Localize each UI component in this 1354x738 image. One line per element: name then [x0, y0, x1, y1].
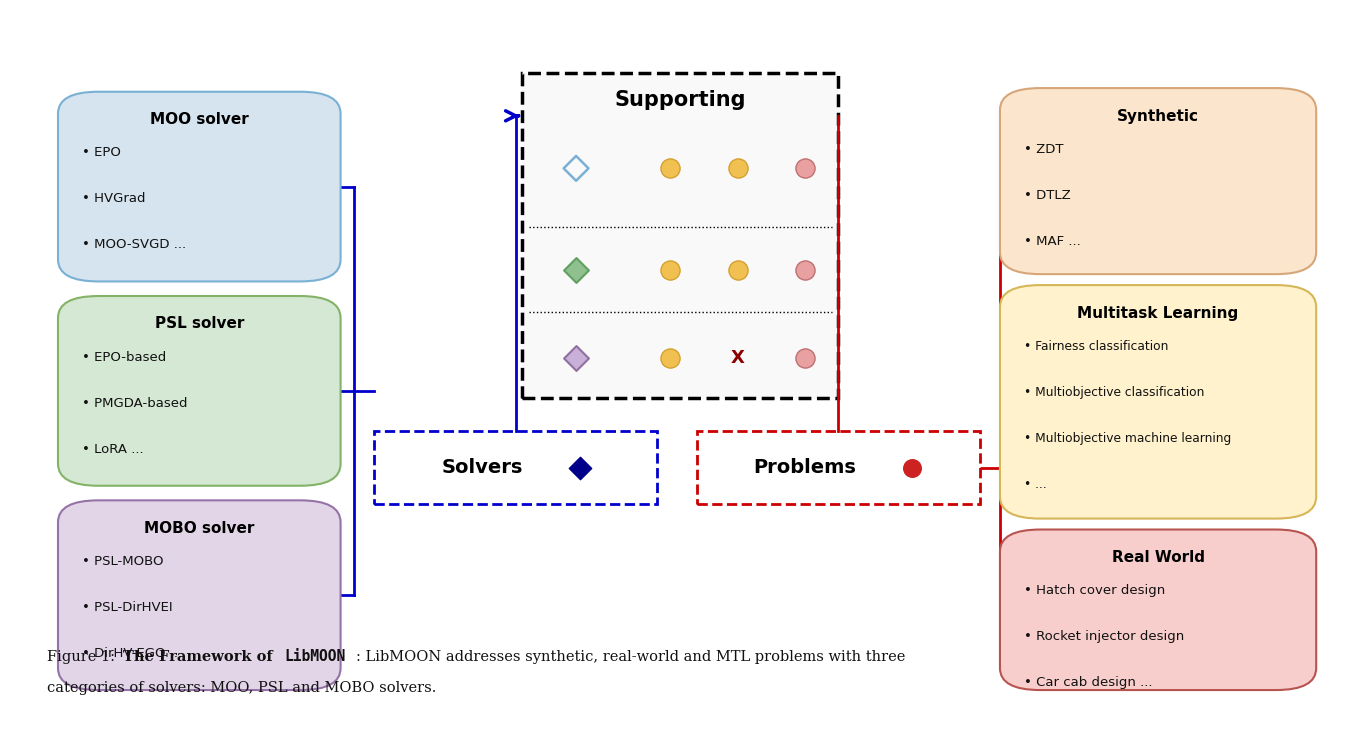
Text: • PMGDA-based: • PMGDA-based: [83, 397, 188, 410]
FancyBboxPatch shape: [1001, 88, 1316, 274]
Bar: [697, 431, 980, 504]
Text: Multitask Learning: Multitask Learning: [1078, 306, 1239, 320]
Text: LibMOON: LibMOON: [284, 649, 345, 663]
Text: Synthetic: Synthetic: [1117, 108, 1200, 123]
Text: • ZDT: • ZDT: [1024, 143, 1064, 156]
Point: [793, 162, 815, 174]
Point: [659, 162, 681, 174]
Text: • LoRA ...: • LoRA ...: [83, 443, 144, 455]
Point: [569, 461, 590, 473]
Point: [727, 162, 749, 174]
Text: The Framework of: The Framework of: [123, 649, 278, 663]
Text: Solvers: Solvers: [441, 458, 523, 477]
Text: • HVGrad: • HVGrad: [83, 193, 146, 205]
Point: [565, 162, 586, 174]
Text: MOBO solver: MOBO solver: [144, 521, 255, 536]
Text: • Fairness classification: • Fairness classification: [1024, 339, 1169, 353]
Text: • DirHV-EGO ...: • DirHV-EGO ...: [83, 647, 183, 660]
Text: MOO solver: MOO solver: [150, 112, 249, 127]
Text: • Hatch cover design: • Hatch cover design: [1024, 584, 1166, 597]
FancyBboxPatch shape: [1001, 530, 1316, 690]
Text: X: X: [731, 349, 745, 367]
Text: Real World: Real World: [1112, 550, 1205, 565]
Bar: [523, 74, 838, 399]
Text: Figure 1:: Figure 1:: [47, 649, 125, 663]
Text: • Multiobjective machine learning: • Multiobjective machine learning: [1024, 432, 1231, 445]
Point: [659, 265, 681, 277]
Bar: [374, 431, 657, 504]
FancyBboxPatch shape: [1001, 285, 1316, 519]
Text: Problems: Problems: [753, 458, 856, 477]
Point: [565, 265, 586, 277]
Text: • Multiobjective classification: • Multiobjective classification: [1024, 386, 1205, 399]
Text: • MOO-SVGD ...: • MOO-SVGD ...: [83, 238, 187, 252]
Text: • EPO: • EPO: [83, 146, 121, 159]
Text: • Car cab design ...: • Car cab design ...: [1024, 676, 1152, 689]
Text: • MAF ...: • MAF ...: [1024, 235, 1080, 248]
Point: [793, 352, 815, 364]
Point: [727, 265, 749, 277]
Point: [793, 265, 815, 277]
FancyBboxPatch shape: [58, 296, 341, 486]
Text: • DTLZ: • DTLZ: [1024, 189, 1071, 201]
Point: [565, 352, 586, 364]
FancyBboxPatch shape: [58, 500, 341, 690]
Point: [902, 461, 923, 473]
Point: [659, 352, 681, 364]
Text: • PSL-DirHVEI: • PSL-DirHVEI: [83, 601, 173, 614]
Text: • ...: • ...: [1024, 477, 1047, 491]
Text: Supporting: Supporting: [615, 89, 746, 109]
Text: : LibMOON addresses synthetic, real-world and MTL problems with three: : LibMOON addresses synthetic, real-worl…: [356, 649, 906, 663]
Text: categories of solvers: MOO, PSL and MOBO solvers.: categories of solvers: MOO, PSL and MOBO…: [47, 681, 437, 695]
Text: • EPO-based: • EPO-based: [83, 351, 167, 364]
Text: • Rocket injector design: • Rocket injector design: [1024, 630, 1185, 644]
FancyBboxPatch shape: [58, 92, 341, 281]
Text: • PSL-MOBO: • PSL-MOBO: [83, 555, 164, 568]
Text: PSL solver: PSL solver: [154, 317, 244, 331]
